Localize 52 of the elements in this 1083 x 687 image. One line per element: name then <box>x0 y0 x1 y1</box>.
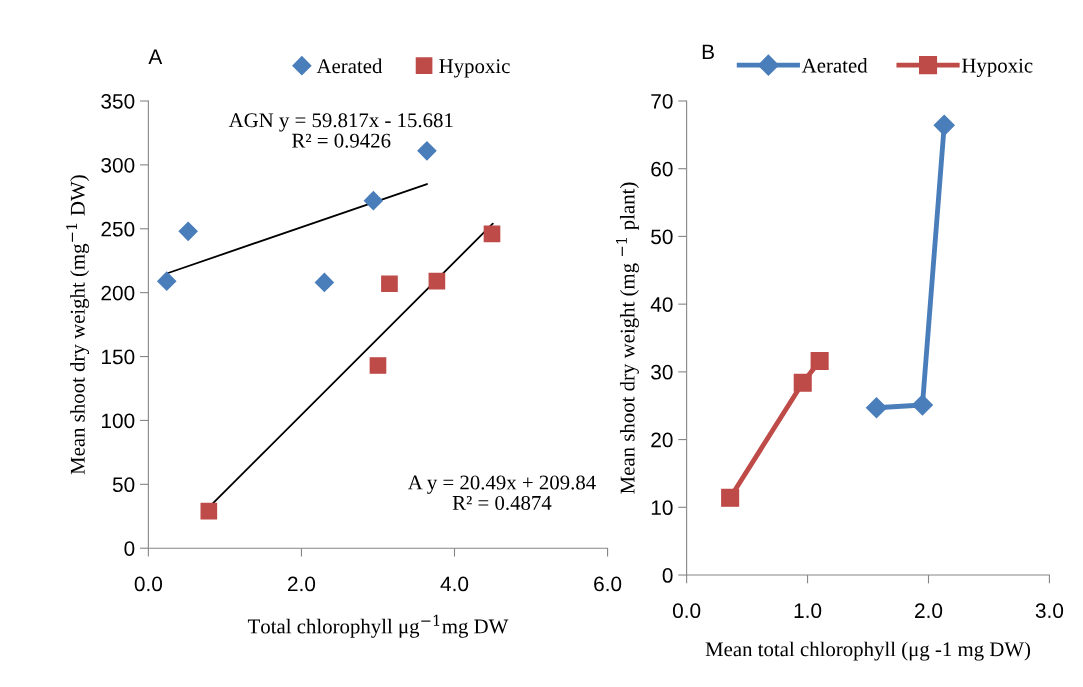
chart-title: A <box>148 49 163 64</box>
y-axis-title: Mean shoot dry weight (mg $^{−1}$ plant) <box>616 182 639 494</box>
y-tick-label: 20 <box>651 432 673 448</box>
x-tick-label: 2.0 <box>915 603 943 619</box>
point <box>865 397 888 419</box>
y-tick-label: 150 <box>102 349 135 365</box>
legend-label: Hypoxic <box>439 59 510 78</box>
point <box>810 351 829 371</box>
y-tick-label: 40 <box>650 297 673 312</box>
x-tick-label: 0.0 <box>672 603 701 619</box>
point <box>428 272 446 290</box>
y-tick-label: 200 <box>101 285 135 301</box>
y-tick-label: 10 <box>651 500 673 516</box>
y-tick-label: 50 <box>112 477 135 493</box>
point <box>369 357 387 374</box>
point <box>200 502 218 520</box>
point <box>157 271 177 291</box>
x-tick-label: 4.0 <box>440 576 469 592</box>
point <box>793 373 812 392</box>
y-tick-label: 70 <box>651 93 673 109</box>
legend-label: Aerated <box>801 57 868 73</box>
legend-label: Hypoxic <box>961 58 1033 77</box>
point <box>483 225 501 243</box>
y-tick-label: 50 <box>651 229 673 245</box>
x-tick-label: 3.0 <box>1035 603 1064 619</box>
x-axis-title: Mean total chlorophyll (μg -1 mg DW) <box>705 641 1031 661</box>
y-tick-label: 0 <box>662 568 673 583</box>
y-axis-title: Mean shoot dry weight (mg$^{−1}$ DW) <box>66 175 90 475</box>
point <box>911 394 933 416</box>
y-tick-label: 30 <box>651 364 673 380</box>
annotation: A y = 20.49x + 209.84 R² = 0.4874 <box>407 475 596 511</box>
legend-label: Aerated <box>316 58 383 74</box>
chart-title: B <box>702 44 714 59</box>
point <box>417 141 437 161</box>
point <box>933 114 955 136</box>
point <box>363 191 383 211</box>
x-tick-label: 6.0 <box>594 576 622 592</box>
x-tick-label: 0.0 <box>134 576 163 592</box>
y-tick-label: 100 <box>102 413 135 429</box>
annotation: AGN y = 59.817x - 15.681 R² = 0.9426 <box>228 113 453 148</box>
point <box>721 488 740 507</box>
x-tick-label: 1.0 <box>794 603 822 619</box>
point <box>178 221 198 241</box>
y-tick-label: 250 <box>101 221 135 237</box>
point <box>381 275 398 293</box>
x-axis-title: Total chlorophyll μg$^{−1}$mg DW <box>247 614 509 638</box>
y-tick-label: 60 <box>651 161 673 177</box>
point <box>314 272 334 292</box>
y-tick-label: 300 <box>101 157 135 173</box>
y-tick-label: 350 <box>101 93 135 109</box>
x-tick-label: 2.0 <box>288 576 316 592</box>
y-tick-label: 0 <box>124 541 135 556</box>
